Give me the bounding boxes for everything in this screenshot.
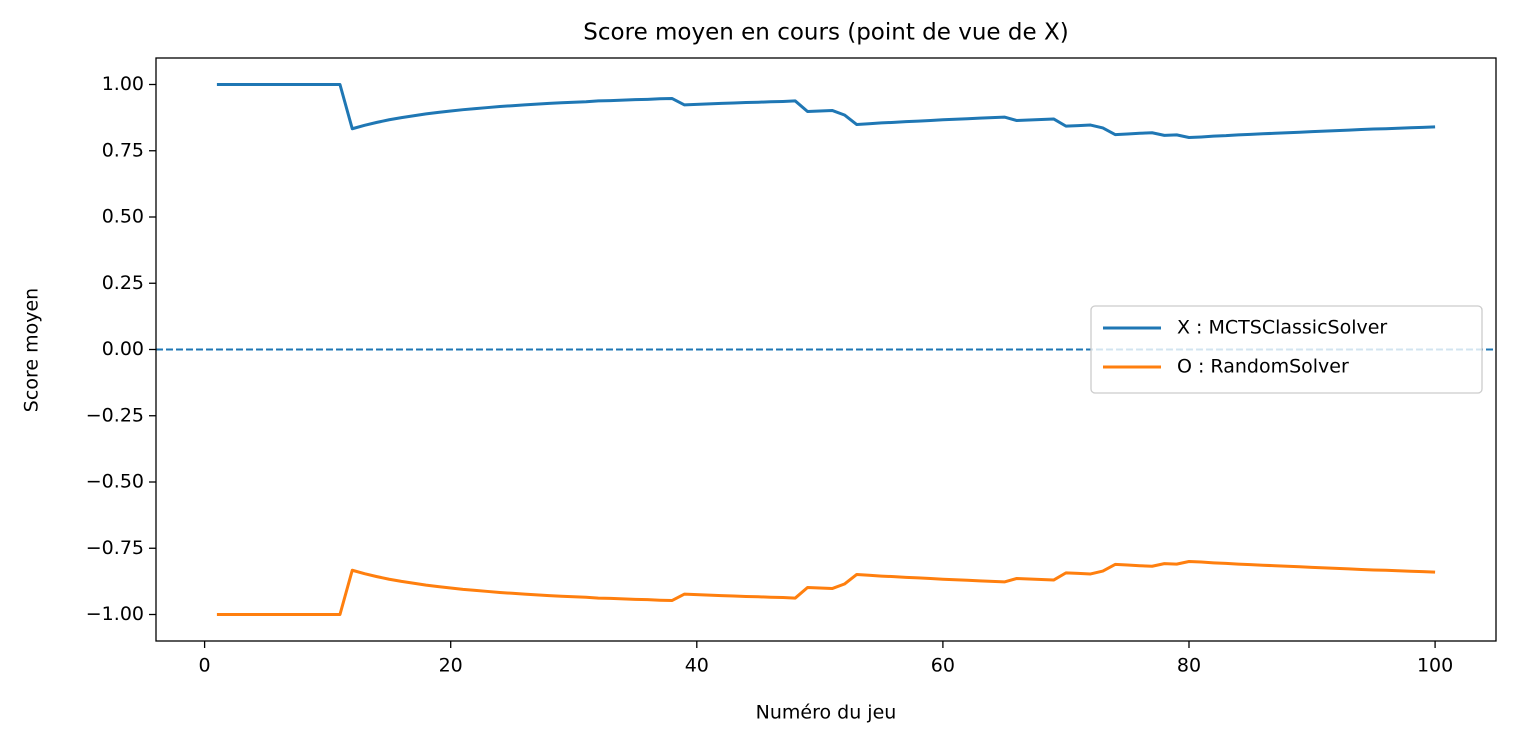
plot-frame	[155, 57, 1497, 642]
x-tick-label: 0	[199, 655, 211, 677]
series-line	[216, 560, 1436, 616]
y-tick-label: 0.75	[102, 139, 144, 161]
y-tick-label: −0.75	[86, 537, 144, 559]
x-tick-label: 100	[1417, 655, 1453, 677]
legend-box	[1090, 305, 1483, 394]
y-tick-label: −1.00	[86, 603, 144, 625]
y-tick-label: 0.00	[102, 338, 144, 360]
x-tick-label: 60	[931, 655, 955, 677]
y-tick-label: 0.50	[102, 206, 144, 228]
y-tick-label: −0.25	[86, 404, 144, 426]
x-tick-label: 40	[685, 655, 709, 677]
series-line	[216, 83, 1436, 139]
y-tick-label: 1.00	[102, 73, 144, 95]
legend-label: X : MCTSClassicSolver	[1177, 317, 1387, 339]
x-tick-label: 20	[439, 655, 463, 677]
y-tick-label: 0.25	[102, 272, 144, 294]
x-tick-label: 80	[1177, 655, 1201, 677]
legend: X : MCTSClassicSolver O : RandomSolver	[1090, 305, 1483, 394]
y-tick-label: −0.50	[86, 471, 144, 493]
legend-label: O : RandomSolver	[1177, 356, 1349, 378]
y-axis-label: Score moyen	[21, 288, 43, 412]
x-axis-label: Numéro du jeu	[756, 702, 897, 724]
chart-title: Score moyen en cours (point de vue de X)	[583, 20, 1068, 46]
